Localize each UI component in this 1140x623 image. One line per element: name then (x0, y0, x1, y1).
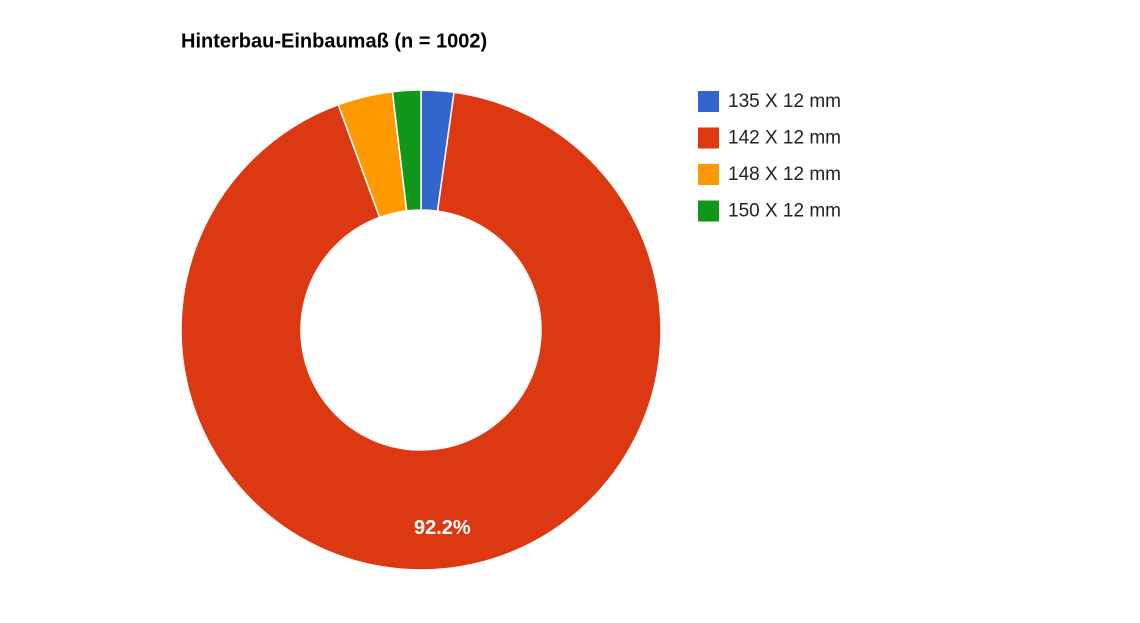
legend-label: 135 X 12 mm (728, 91, 841, 112)
slice (391, 89, 422, 212)
legend-label: 148 X 12 mm (728, 164, 841, 185)
chart-title: Hinterbau-Einbaumaß (n = 1002) (181, 30, 487, 52)
legend-swatch (698, 200, 719, 222)
legend-swatch (698, 127, 719, 149)
slice (180, 91, 662, 571)
legend-swatch (698, 91, 719, 112)
legend-label: 142 X 12 mm (728, 128, 841, 149)
slice-label: 92.2% (414, 517, 471, 539)
legend-label: 150 X 12 mm (728, 201, 841, 222)
legend-swatch (698, 164, 719, 185)
